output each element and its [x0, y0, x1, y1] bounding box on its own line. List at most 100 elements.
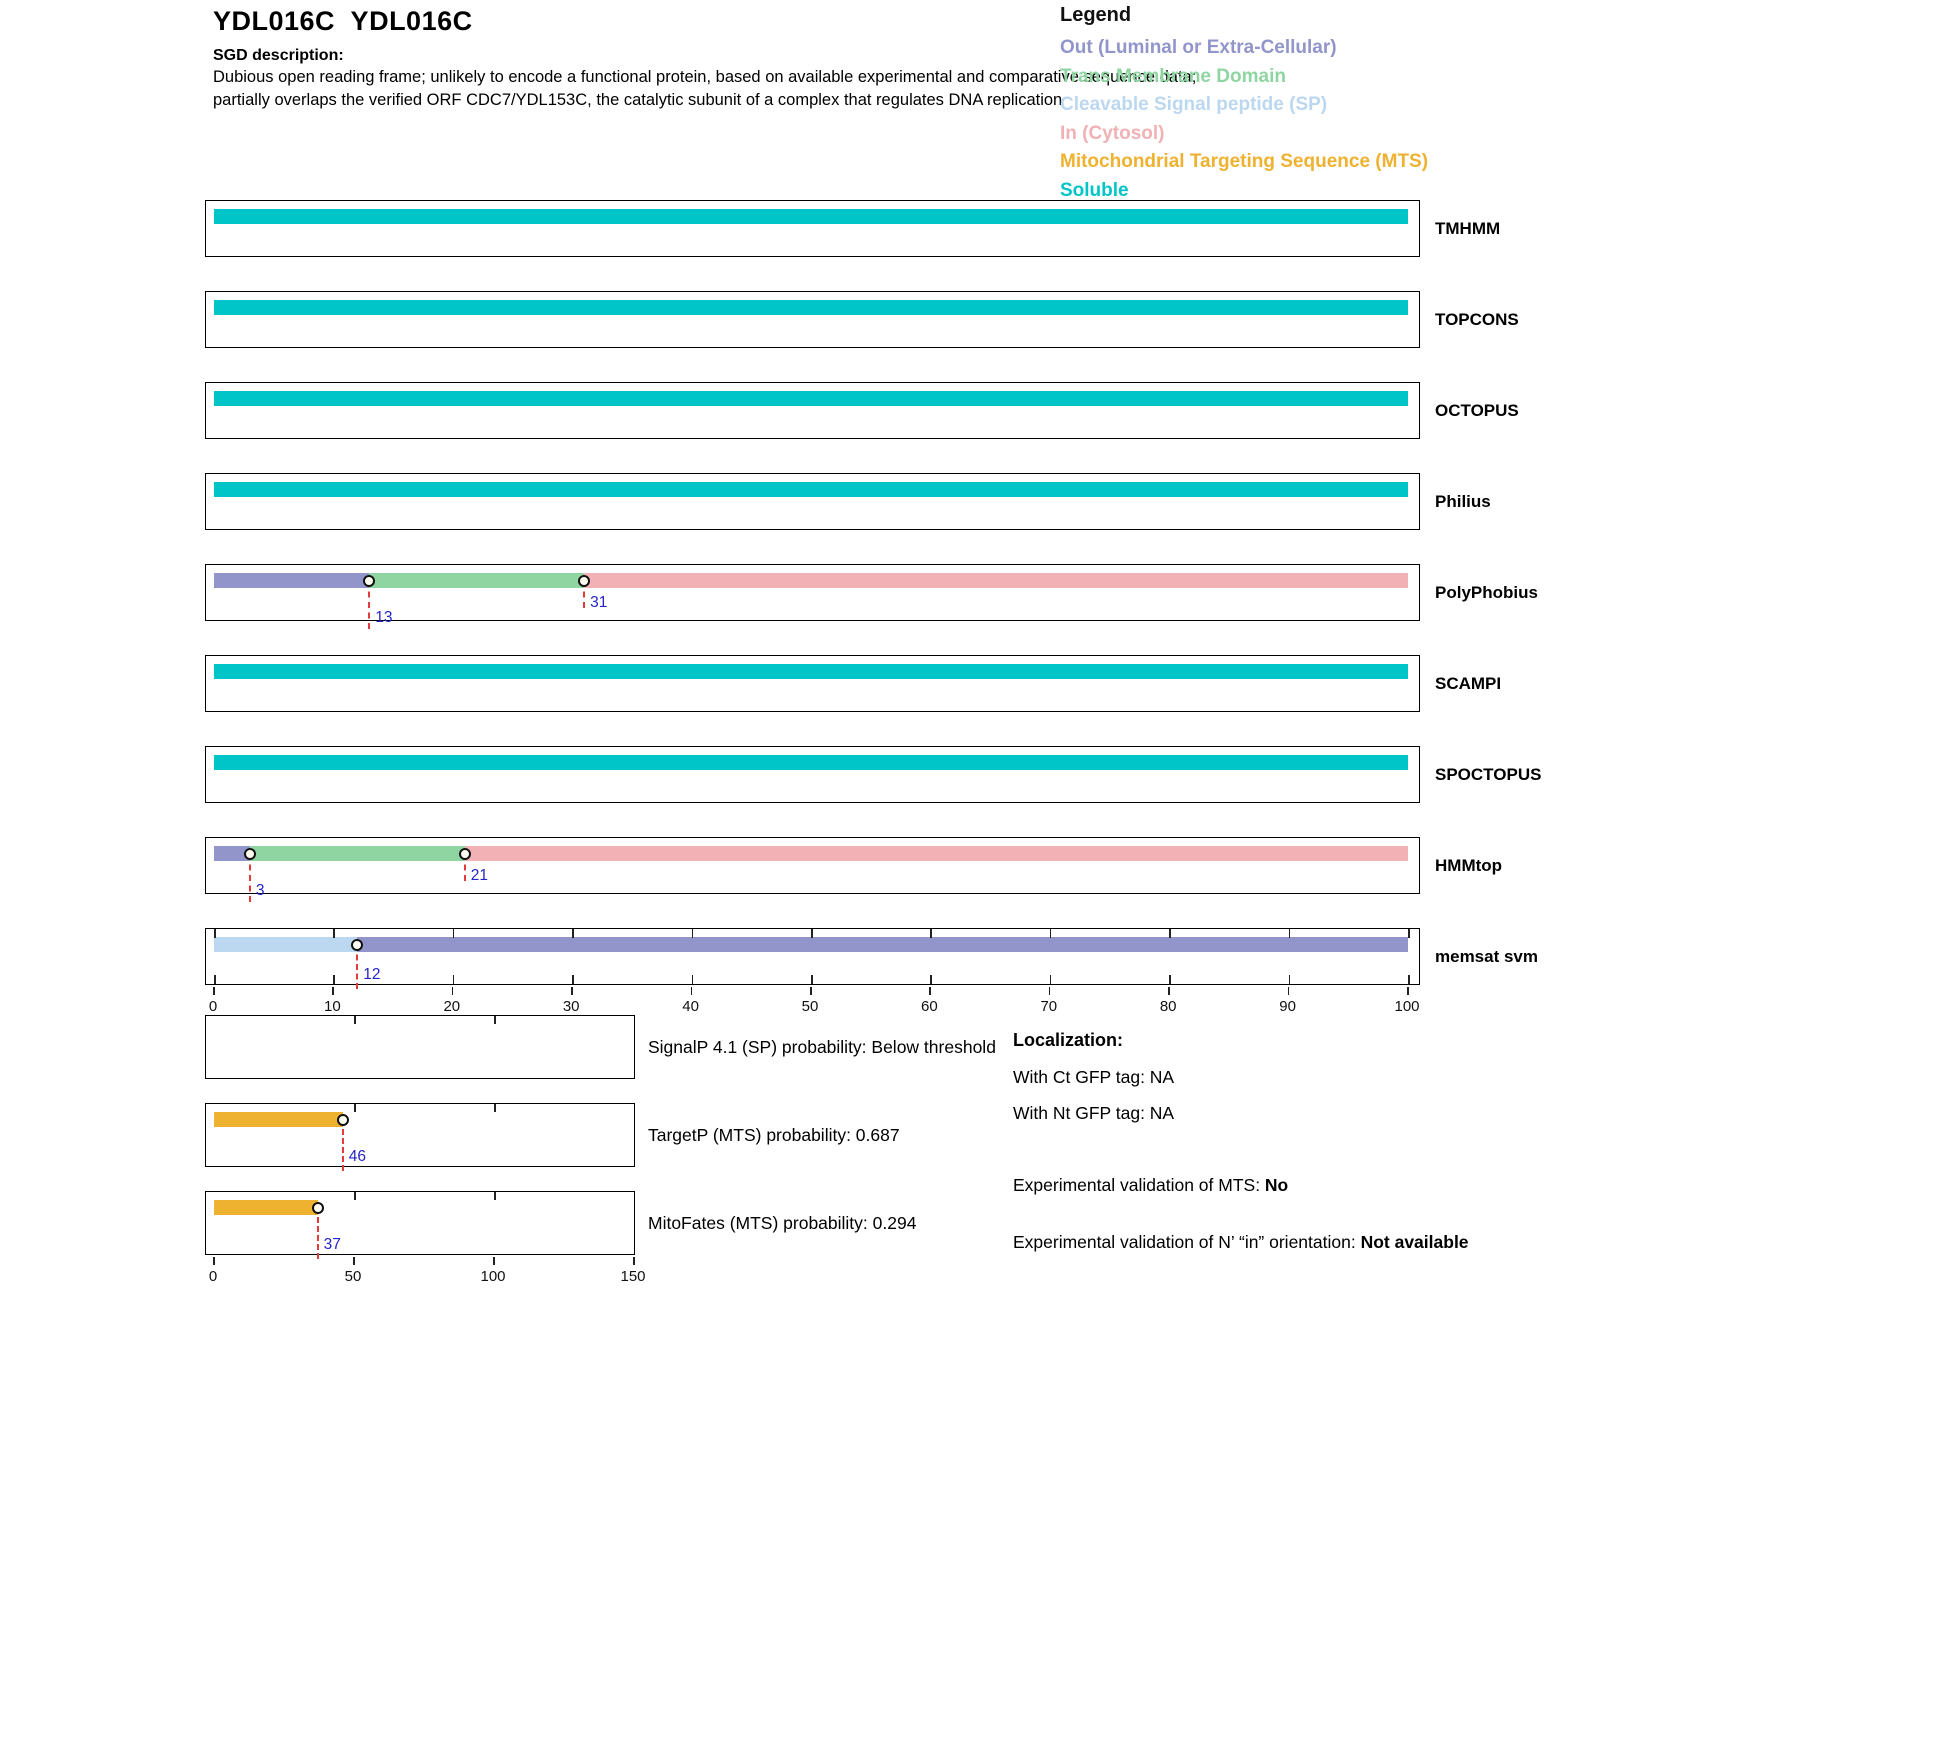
topology-segment-soluble: [214, 391, 1408, 406]
box-edge-tick: [333, 975, 335, 984]
track-label-octopus: OCTOPUS: [1435, 400, 1519, 420]
axis-tick-label: 0: [208, 1268, 218, 1285]
track-label-polyphobius: PolyPhobius: [1435, 582, 1538, 602]
track-label-hmmtop: HMMtop: [1435, 855, 1503, 875]
boundary-line: [248, 854, 251, 902]
axis-tick-label: 20: [443, 998, 461, 1015]
legend-item-tm: Trans Membrane Domain: [1060, 65, 1286, 87]
topology-segment-out: [214, 846, 250, 861]
localization-panel: Localization: With Ct GFP tag: NA With N…: [1013, 1028, 1481, 1256]
track-label-tmhmm: TMHMM: [1435, 218, 1501, 238]
probability-box-0: [205, 1015, 635, 1079]
axis-tick-label: 40: [682, 998, 699, 1015]
track-label-memsat-svm: memsat svm: [1435, 946, 1539, 966]
legend-item-mts: Mitochondrial Targeting Sequence (MTS): [1060, 151, 1429, 172]
boundary-marker: [363, 575, 376, 587]
legend-title: Legend: [1060, 4, 1132, 26]
axis-tick-label: 90: [1279, 998, 1296, 1015]
boundary-line: [463, 854, 466, 881]
localization-title: Localization:: [1013, 1030, 1124, 1050]
boundary-marker: [243, 848, 256, 860]
topology-segment-tm: [369, 573, 585, 588]
boundary-label: 13: [375, 609, 393, 626]
track-box-memsat-svm: 12: [205, 928, 1420, 989]
track-label-spoctopus: SPOCTOPUS: [1435, 764, 1542, 784]
topology-segment-soluble: [214, 482, 1408, 497]
topology-segment-in: [464, 846, 1408, 861]
box-edge-tick: [354, 1104, 356, 1112]
axis-tick-label: 0: [208, 998, 218, 1015]
axis-tick-label: 10: [324, 998, 341, 1015]
axis-tick-label: 100: [1394, 998, 1420, 1015]
topology-segment-sp: [214, 937, 358, 952]
track-box-hmmtop: 3 21: [205, 837, 1420, 902]
boundary-marker: [351, 939, 364, 951]
track-label-topcons: TOPCONS: [1435, 309, 1519, 329]
boundary-marker: [578, 575, 591, 587]
box-edge-tick: [494, 1016, 496, 1024]
sgd-description-text: Dubious open reading frame; unlikely to …: [213, 68, 1197, 109]
topology-segment-soluble: [214, 755, 1408, 770]
boundary-line: [368, 581, 371, 629]
box-edge-tick: [691, 975, 694, 984]
legend-items: Out (Luminal or Extra-Cellular) Trans Mem…: [1060, 34, 1428, 205]
track-label-philius: Philius: [1435, 491, 1491, 511]
box-edge-tick: [572, 975, 574, 984]
boundary-label: 3: [255, 882, 265, 899]
boundary-line: [583, 581, 586, 608]
box-edge-tick: [1288, 929, 1291, 938]
sgd-description-label: SGD description:: [213, 47, 344, 64]
axis-tick: [451, 987, 454, 995]
boundary-marker: [336, 1114, 349, 1126]
axis-tick-label: 70: [1040, 998, 1058, 1015]
boundary-label: 12: [363, 966, 381, 983]
orientation-validation-prefix: Experimental validation of N’ “in” orien…: [1013, 1232, 1361, 1252]
topology-segment-tm: [249, 846, 465, 861]
legend: Legend Out (Luminal or Extra-Cellular) Tr…: [1060, 4, 1428, 205]
track-box-polyphobius: 13 31: [205, 564, 1420, 629]
topology-segment-soluble: [214, 300, 1408, 315]
box-edge-tick: [1408, 975, 1410, 984]
track-label-scampi: SCAMPI: [1435, 673, 1502, 693]
probability-label-2: MitoFates (MTS) probability: 0.294: [648, 1213, 917, 1233]
page-title: YDL016C YDL016C: [213, 6, 473, 36]
ct-gfp-line: With Ct GFP tag: NA: [1013, 1067, 1175, 1087]
boundary-marker: [311, 1202, 324, 1214]
boundary-line: [316, 1208, 319, 1259]
box-edge-tick: [811, 975, 813, 984]
box-edge-tick: [333, 929, 335, 938]
axis-tick: [1048, 987, 1051, 995]
boundary-label: 31: [590, 594, 608, 611]
axis-tick: [213, 1257, 215, 1265]
legend-item-soluble: Soluble: [1060, 179, 1129, 201]
topology-segment-soluble: [214, 209, 1408, 224]
boundary-line: [356, 945, 359, 989]
probability-label-0: SignalP 4.1 (SP) probability: Below thre…: [648, 1037, 996, 1057]
box-edge-tick: [572, 929, 574, 938]
box-edge-tick: [452, 975, 455, 984]
axis-tick-label: 60: [921, 998, 938, 1015]
mts-validation-prefix: Experimental validation of MTS:: [1013, 1175, 1265, 1195]
orientation-validation-value: Not available: [1360, 1232, 1469, 1252]
track-box-scampi: [205, 655, 1420, 712]
axis-tick-label: 50: [344, 1268, 362, 1285]
box-edge-tick: [452, 929, 455, 938]
boundary-line: [341, 1120, 344, 1171]
axis-tick-label: 150: [620, 1268, 646, 1285]
probability-box-2: 37: [205, 1191, 635, 1259]
axis-tick: [353, 1257, 355, 1265]
box-edge-tick: [354, 1192, 356, 1200]
orientation-validation-line: Experimental validation of N’ “in” orien…: [1013, 1229, 1481, 1256]
legend-item-in: In (Cytosol): [1060, 122, 1165, 144]
axis-tick-label: 30: [562, 998, 580, 1015]
box-edge-tick: [494, 1192, 496, 1200]
box-edge-tick: [1049, 975, 1052, 984]
track-box-topcons: [205, 291, 1420, 348]
track-box-philius: [205, 473, 1420, 530]
topology-segment-soluble: [214, 664, 1408, 679]
probability-segment-mts: [214, 1112, 343, 1127]
axis-tick: [1287, 987, 1290, 995]
mts-validation-value: No: [1264, 1175, 1289, 1195]
legend-item-sp: Cleavable Signal peptide (SP): [1060, 94, 1328, 115]
